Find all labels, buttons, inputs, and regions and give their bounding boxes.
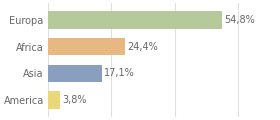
Bar bbox=[48, 11, 222, 29]
Text: 54,8%: 54,8% bbox=[224, 15, 255, 25]
Bar bbox=[48, 65, 102, 82]
Text: 3,8%: 3,8% bbox=[62, 95, 86, 105]
Text: 17,1%: 17,1% bbox=[104, 68, 135, 78]
Bar bbox=[48, 91, 60, 109]
Bar bbox=[48, 38, 125, 55]
Text: 24,4%: 24,4% bbox=[127, 42, 158, 52]
